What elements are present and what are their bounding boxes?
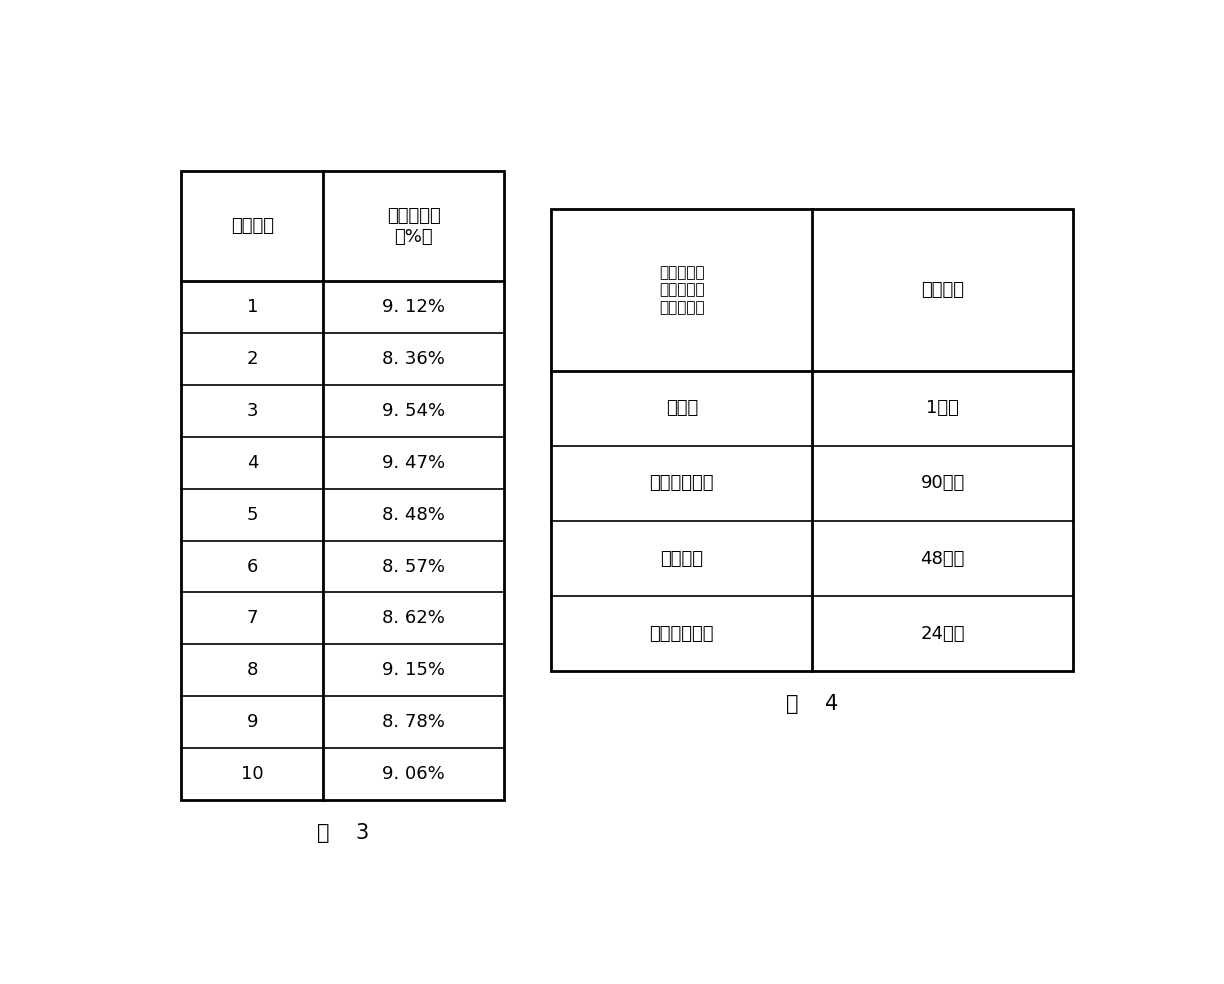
Text: 8. 57%: 8. 57%	[382, 558, 446, 576]
Text: 48小时: 48小时	[920, 549, 965, 568]
Text: 基于抑制细
胞活性的红
木除湿工艺: 基于抑制细 胞活性的红 木除湿工艺	[659, 265, 705, 315]
Text: 升温降湿干燥: 升温降湿干燥	[650, 625, 714, 643]
Text: 10: 10	[241, 765, 263, 783]
Text: 表    4: 表 4	[786, 694, 838, 714]
Text: 8. 48%: 8. 48%	[382, 506, 446, 523]
Text: 8. 78%: 8. 78%	[382, 713, 446, 731]
Text: 9: 9	[247, 713, 258, 731]
Text: 1小时: 1小时	[927, 400, 960, 417]
Text: 升温干燥: 升温干燥	[660, 549, 704, 568]
Text: 1: 1	[247, 298, 258, 316]
Text: 8. 62%: 8. 62%	[382, 609, 446, 628]
Text: 骤热骤冷循环: 骤热骤冷循环	[650, 474, 714, 492]
Text: 4: 4	[247, 454, 258, 471]
Text: 所耗时间: 所耗时间	[922, 280, 965, 299]
Bar	[552, 209, 1073, 671]
Text: 9. 54%: 9. 54%	[382, 401, 446, 420]
Text: 5: 5	[247, 506, 258, 523]
Text: 9. 47%: 9. 47%	[382, 454, 446, 471]
Text: 90小时: 90小时	[920, 474, 965, 492]
Text: 表    3: 表 3	[317, 823, 368, 842]
Text: 9. 12%: 9. 12%	[382, 298, 446, 316]
Text: 7: 7	[247, 609, 258, 628]
Text: 试验编号: 试验编号	[231, 217, 274, 235]
Text: 9. 15%: 9. 15%	[382, 661, 446, 679]
Text: 9. 06%: 9. 06%	[382, 765, 446, 783]
Text: 3: 3	[247, 401, 258, 420]
Text: 24小时: 24小时	[920, 625, 965, 643]
Text: 8: 8	[247, 661, 258, 679]
Text: 8. 36%: 8. 36%	[382, 350, 446, 368]
Text: 预处理: 预处理	[666, 400, 698, 417]
Bar	[181, 171, 504, 800]
Text: 6: 6	[247, 558, 258, 576]
Text: 2: 2	[247, 350, 258, 368]
Text: 木材含水率
（%）: 木材含水率 （%）	[387, 207, 441, 246]
